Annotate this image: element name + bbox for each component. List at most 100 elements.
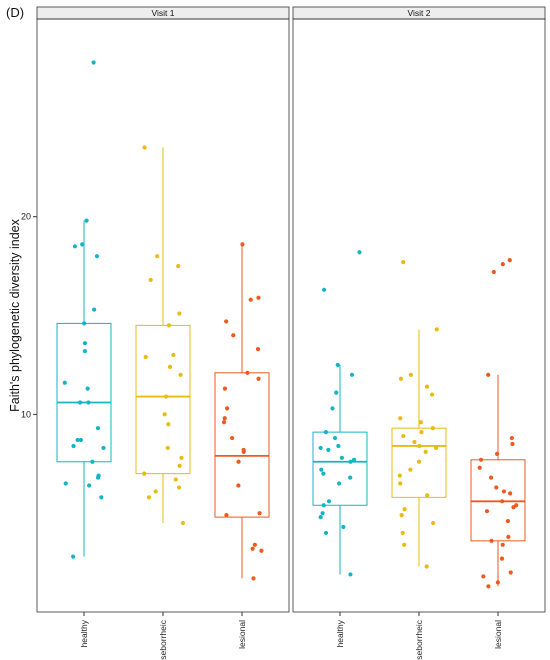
data-point-visit-2-lesional-11 <box>501 489 507 494</box>
data-point-visit-2-lesional-20 <box>500 542 505 547</box>
facet-label-visit-2: Visit 2 <box>408 8 431 18</box>
data-point-visit-1-seborrheic-4 <box>177 311 182 316</box>
data-point-visit-2-lesional-23 <box>481 574 486 579</box>
data-point-visit-2-seborrheic-19 <box>425 493 430 498</box>
data-point-visit-1-lesional-1 <box>256 295 261 300</box>
data-point-visit-2-lesional-17 <box>505 518 511 524</box>
data-point-visit-2-seborrheic-20 <box>402 507 407 512</box>
data-point-visit-1-lesional-10 <box>222 416 227 421</box>
data-point-visit-2-healthy-17 <box>336 481 342 486</box>
data-point-visit-2-lesional-9 <box>488 475 494 480</box>
data-point-visit-1-seborrheic-5 <box>166 323 172 328</box>
box-visit-1-lesional <box>214 372 270 518</box>
data-point-visit-2-healthy-15 <box>321 471 326 476</box>
data-point-visit-2-lesional-8 <box>477 465 482 470</box>
data-point-visit-1-healthy-2 <box>80 242 85 247</box>
data-point-visit-2-healthy-10 <box>326 447 331 453</box>
data-point-visit-1-seborrheic-8 <box>167 364 173 369</box>
data-point-visit-2-seborrheic-24 <box>402 542 407 547</box>
data-point-visit-2-healthy-24 <box>348 572 353 577</box>
data-point-visit-2-seborrheic-3 <box>398 376 404 381</box>
data-point-visit-2-healthy-3 <box>349 372 355 377</box>
data-point-visit-2-healthy-16 <box>348 475 353 480</box>
box-visit-2-lesional <box>470 459 526 542</box>
y-tick-label-10: 10 <box>21 409 31 419</box>
data-point-visit-2-healthy-0 <box>357 250 362 255</box>
data-point-visit-1-lesional-6 <box>245 370 250 375</box>
data-point-visit-2-seborrheic-1 <box>434 327 439 332</box>
data-point-visit-2-seborrheic-11 <box>412 439 417 445</box>
data-point-visit-1-lesional-22 <box>251 576 256 581</box>
data-point-visit-1-seborrheic-12 <box>166 422 171 427</box>
data-point-visit-1-healthy-3 <box>72 244 77 249</box>
data-point-visit-1-lesional-12 <box>230 435 235 441</box>
y-axis-label: Faith's phylogenetic diversity index <box>8 218 22 412</box>
box-visit-1-seborrheic <box>135 324 191 475</box>
data-point-visit-2-healthy-7 <box>332 435 338 441</box>
x-tick-label-visit-2-healthy: healthy <box>335 619 345 647</box>
data-point-visit-1-lesional-11 <box>221 420 227 425</box>
data-point-visit-2-lesional-15 <box>511 505 516 510</box>
data-point-visit-1-lesional-20 <box>250 546 255 551</box>
data-point-visit-2-seborrheic-2 <box>408 372 413 377</box>
data-point-visit-2-healthy-12 <box>351 457 357 462</box>
data-point-visit-2-seborrheic-21 <box>399 513 404 518</box>
data-point-visit-1-healthy-1 <box>84 218 89 223</box>
data-point-visit-1-lesional-3 <box>224 319 229 324</box>
data-point-visit-2-lesional-5 <box>510 441 515 447</box>
data-point-visit-2-healthy-19 <box>321 503 326 508</box>
data-point-visit-2-lesional-4 <box>509 435 514 441</box>
data-point-visit-2-lesional-10 <box>494 485 499 490</box>
data-point-visit-2-seborrheic-17 <box>397 473 402 478</box>
data-point-visit-1-lesional-2 <box>248 297 253 302</box>
data-point-visit-2-lesional-18 <box>506 534 511 539</box>
data-point-visit-1-lesional-4 <box>231 333 236 338</box>
y-tick-label-20: 20 <box>21 212 31 222</box>
data-point-visit-1-lesional-21 <box>259 548 264 553</box>
data-point-visit-2-lesional-0 <box>507 258 512 263</box>
data-point-visit-2-lesional-19 <box>489 538 494 543</box>
data-point-visit-1-seborrheic-0 <box>142 145 147 150</box>
data-point-visit-2-lesional-21 <box>499 556 505 561</box>
data-point-visit-2-seborrheic-6 <box>398 416 403 421</box>
data-point-visit-2-seborrheic-7 <box>418 420 423 425</box>
data-point-visit-1-healthy-14 <box>75 437 80 443</box>
data-point-visit-1-lesional-8 <box>222 386 228 391</box>
data-point-visit-2-seborrheic-13 <box>434 445 439 451</box>
data-point-visit-2-healthy-11 <box>339 455 345 460</box>
data-point-visit-1-seborrheic-1 <box>155 254 160 259</box>
x-tick-label-visit-1-seborrheic: seborrheic <box>158 619 168 659</box>
data-point-visit-1-seborrheic-18 <box>177 485 182 490</box>
data-point-visit-2-lesional-25 <box>486 584 491 589</box>
data-point-visit-2-healthy-4 <box>334 390 339 395</box>
data-point-visit-2-seborrheic-18 <box>398 481 403 486</box>
data-point-visit-2-seborrheic-15 <box>417 459 422 464</box>
data-point-visit-1-healthy-10 <box>85 386 90 391</box>
data-point-visit-2-lesional-2 <box>491 269 496 275</box>
data-point-visit-1-healthy-16 <box>71 443 76 449</box>
data-point-visit-1-seborrheic-10 <box>163 394 169 399</box>
data-point-visit-1-healthy-12 <box>77 400 83 405</box>
data-point-visit-1-seborrheic-14 <box>179 455 184 460</box>
data-point-visit-1-seborrheic-17 <box>173 477 178 482</box>
data-point-visit-1-healthy-24 <box>71 554 76 559</box>
data-point-visit-2-seborrheic-9 <box>419 430 424 435</box>
x-tick-label-visit-2-lesional: lesional <box>493 620 503 649</box>
data-point-visit-2-seborrheic-10 <box>401 433 406 439</box>
x-tick-label-visit-2-seborrheic: seborrheic <box>414 619 424 659</box>
data-point-visit-1-healthy-21 <box>63 481 68 486</box>
data-point-visit-1-healthy-20 <box>95 475 101 480</box>
data-point-visit-1-seborrheic-20 <box>146 495 152 500</box>
data-point-visit-1-lesional-19 <box>252 542 257 547</box>
data-point-visit-2-healthy-22 <box>341 524 346 530</box>
data-point-visit-1-healthy-18 <box>90 459 95 464</box>
data-point-visit-1-healthy-6 <box>82 321 87 326</box>
data-point-visit-2-seborrheic-5 <box>429 392 435 397</box>
data-point-visit-2-seborrheic-25 <box>424 564 429 569</box>
data-point-visit-2-healthy-6 <box>323 430 329 435</box>
data-point-visit-1-seborrheic-9 <box>178 372 183 377</box>
data-point-visit-2-healthy-1 <box>321 287 327 292</box>
data-point-visit-1-healthy-15 <box>78 437 83 443</box>
data-point-visit-2-seborrheic-4 <box>424 384 430 389</box>
data-point-visit-2-seborrheic-12 <box>417 443 422 449</box>
